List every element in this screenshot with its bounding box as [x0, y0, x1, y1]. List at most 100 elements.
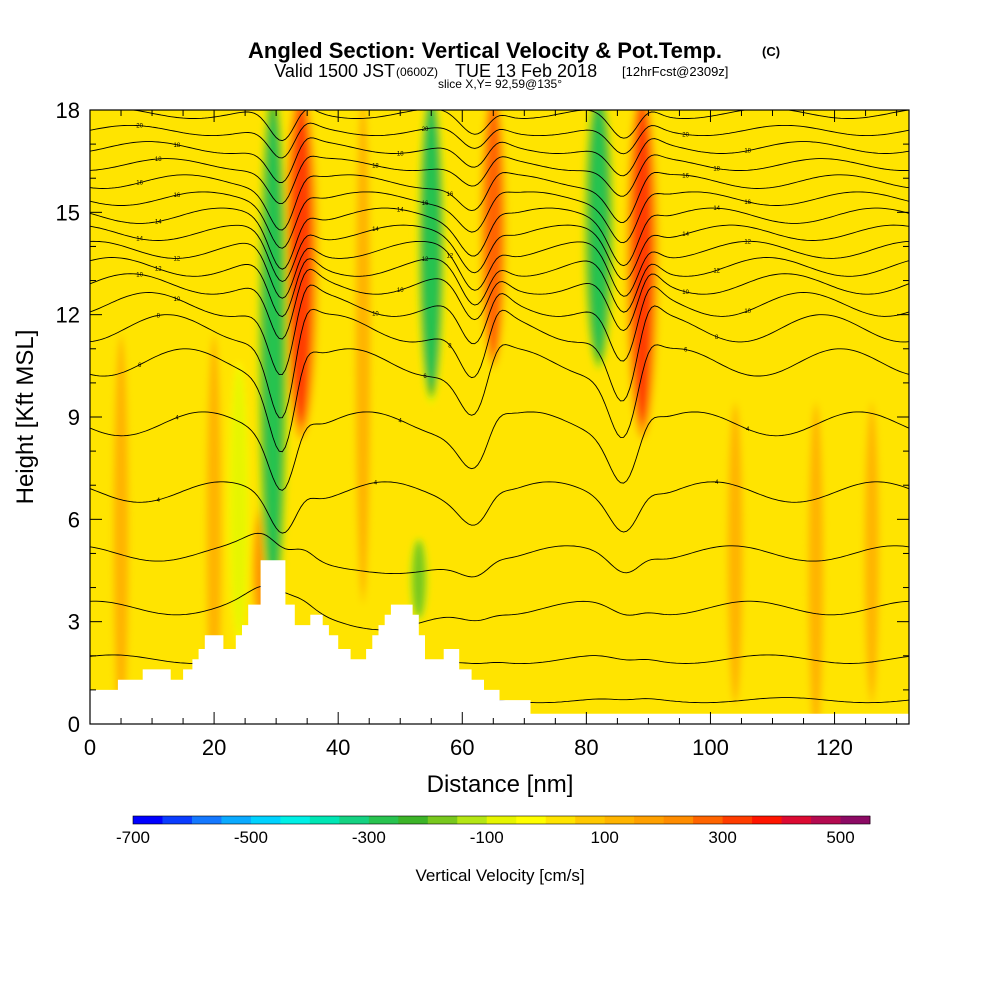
x-tick-label: 80	[574, 735, 598, 760]
contour-label: 12	[447, 253, 454, 259]
colorbar-swatch	[191, 816, 222, 824]
colorbar-swatch	[604, 816, 635, 824]
updraft-band	[291, 110, 311, 420]
contour-label: 14	[713, 206, 720, 212]
colorbar-swatch	[840, 816, 871, 824]
theta-contour	[90, 257, 909, 318]
contour-label: 18	[155, 157, 162, 163]
y-tick-label: 6	[68, 507, 80, 532]
x-axis-title: Distance [nm]	[427, 771, 574, 798]
theta-contour	[90, 344, 909, 453]
contour-label: 10	[174, 297, 181, 303]
contour-label: 8	[448, 343, 452, 349]
colorbar-label: Vertical Velocity [cm/s]	[415, 866, 584, 885]
colorbar-swatch	[250, 816, 281, 824]
theta-contour	[90, 481, 909, 534]
valid-time-prefix: Valid 1500 JST	[274, 61, 395, 81]
updraft-band	[485, 110, 501, 354]
y-axis-title: Height [Kft MSL]	[12, 330, 39, 505]
contour-label: 16	[682, 173, 689, 179]
contour-label: 4	[374, 481, 378, 487]
colorbar-swatch	[575, 816, 606, 824]
contour-label: 16	[136, 181, 143, 187]
contour-label: 18	[372, 164, 379, 170]
contour-label: 8	[157, 313, 161, 319]
contour-label: 4	[399, 418, 403, 424]
contour-label: 6	[138, 363, 142, 369]
colorbar-swatch	[516, 816, 547, 824]
contour-label: 4	[175, 416, 179, 422]
colorbar-swatch	[162, 816, 193, 824]
colorbar-swatch	[309, 816, 340, 824]
theta-contour	[90, 224, 909, 283]
contour-label: 12	[713, 268, 720, 274]
x-tick-label: 60	[450, 735, 474, 760]
x-tick-label: 0	[84, 735, 96, 760]
colorbar-swatch	[457, 816, 488, 824]
chart-title: Angled Section: Vertical Velocity & Pot.…	[248, 38, 722, 63]
contour-label: 14	[682, 232, 689, 238]
theta-contour	[90, 191, 909, 249]
chart-title-tag: (C)	[762, 44, 780, 59]
updraft-band	[729, 413, 741, 694]
updraft-band	[810, 414, 822, 724]
y-tick-label: 0	[68, 712, 80, 737]
contour-label: 14	[155, 219, 162, 225]
contour-label: 20	[136, 124, 143, 130]
colorbar-tick-label: -300	[352, 828, 386, 847]
contour-label: 10	[397, 288, 404, 294]
theta-contour	[90, 411, 909, 491]
theta-contour	[90, 532, 909, 578]
colorbar: -700 -500 -300 -100 100 300 500	[116, 815, 871, 847]
colorbar-swatch	[398, 816, 429, 824]
contour-label: 4	[157, 498, 161, 504]
contour-label: 20	[682, 132, 689, 138]
contour-label: 14	[372, 227, 379, 233]
theta-contour	[90, 171, 909, 231]
updraft-band	[115, 348, 127, 724]
contour-label: 4	[746, 427, 750, 433]
valid-time-utc: (0600Z)	[396, 65, 438, 79]
colorbar-tick-label: -100	[470, 828, 504, 847]
x-tick-label: 40	[326, 735, 350, 760]
downdraft-band	[264, 113, 282, 588]
colorbar-swatch	[368, 816, 399, 824]
contour-label: 10	[136, 272, 143, 278]
contour-label: 14	[136, 237, 143, 243]
colorbar-swatch	[427, 816, 458, 824]
colorbar-tick-label: -500	[234, 828, 268, 847]
colorbar-swatch	[722, 816, 753, 824]
colorbar-swatch	[811, 816, 841, 824]
contour-label: 8	[715, 335, 719, 341]
contour-label: 12	[155, 267, 162, 273]
colorbar-swatch	[752, 816, 782, 824]
theta-contour	[90, 268, 909, 340]
contour-label: 6	[423, 374, 427, 380]
contour-label: 4	[715, 480, 719, 486]
downdraft-band	[233, 378, 245, 627]
x-axis: 0 20 40 60 80 100 120	[84, 110, 898, 760]
contour-label: 6	[684, 348, 688, 354]
theta-contour	[90, 207, 909, 270]
colorbar-tick-label: 300	[708, 828, 736, 847]
theta-contour	[90, 585, 909, 631]
contour-label: 16	[447, 192, 454, 198]
terrain	[90, 560, 909, 724]
theta-contour	[90, 305, 909, 419]
y-axis: 0 3 6 9 12 15 18	[56, 98, 909, 737]
contour-label: 14	[397, 207, 404, 213]
colorbar-swatch	[545, 816, 576, 824]
theta-contour	[90, 137, 909, 183]
updraft-band	[208, 348, 220, 724]
contour-label: 10	[682, 290, 689, 296]
x-tick-label: 20	[202, 735, 226, 760]
contour-label: 16	[174, 193, 181, 199]
colorbar-swatch	[280, 816, 311, 824]
y-tick-label: 15	[56, 200, 80, 225]
contour-label: 12	[422, 257, 429, 263]
valid-date: TUE 13 Feb 2018	[455, 61, 597, 81]
colorbar-swatch	[221, 816, 252, 824]
y-tick-label: 9	[68, 405, 80, 430]
theta-contour	[90, 240, 909, 299]
